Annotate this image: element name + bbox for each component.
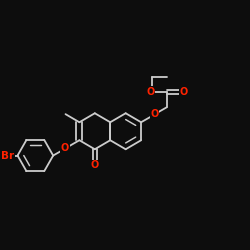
Text: O: O — [61, 143, 69, 153]
Text: Br: Br — [1, 150, 14, 160]
Text: O: O — [150, 109, 158, 119]
Text: O: O — [179, 87, 187, 97]
Text: O: O — [91, 160, 99, 170]
Text: O: O — [146, 87, 155, 97]
